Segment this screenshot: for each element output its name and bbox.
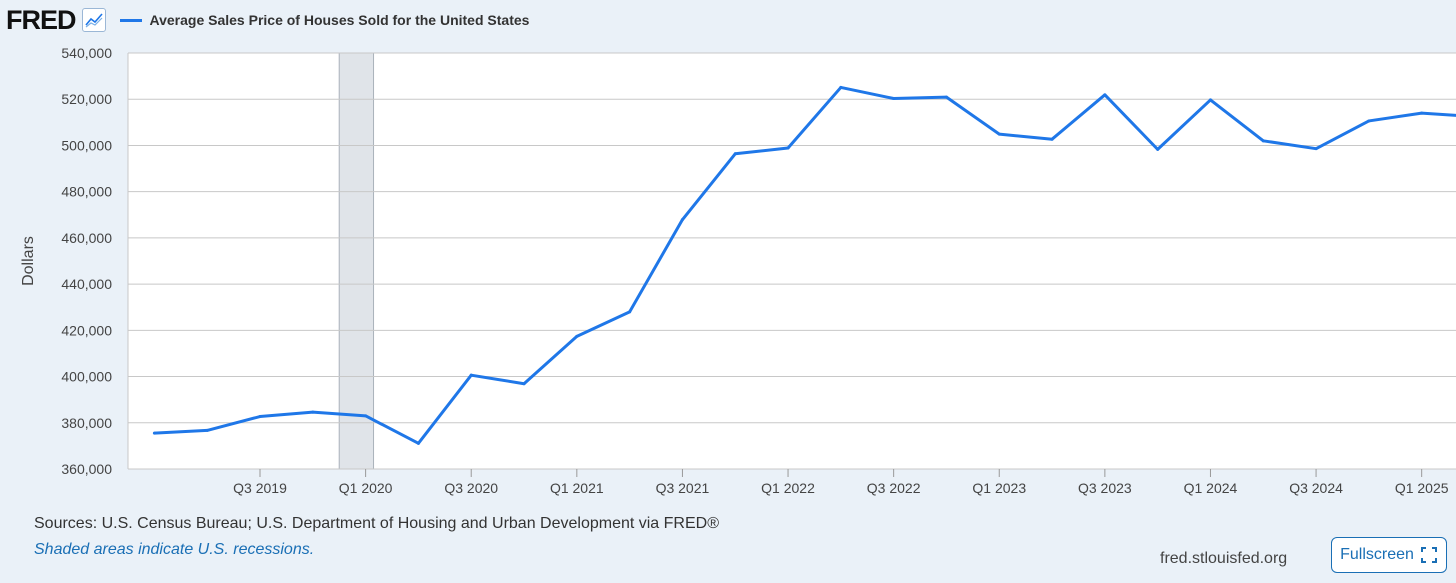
data-point[interactable] <box>522 382 526 386</box>
fullscreen-label: Fullscreen <box>1340 546 1414 563</box>
data-point[interactable] <box>469 373 473 377</box>
data-point[interactable] <box>258 415 262 419</box>
data-point[interactable] <box>416 441 420 445</box>
data-point[interactable] <box>680 218 684 222</box>
data-point[interactable] <box>839 85 843 89</box>
data-point[interactable] <box>311 410 315 414</box>
expand-icon <box>1420 547 1437 563</box>
y-tick-label: 500,000 <box>61 137 112 153</box>
line-chart-icon <box>81 8 106 32</box>
data-point[interactable] <box>205 428 209 432</box>
y-tick-label: 420,000 <box>61 322 112 338</box>
plot-background <box>128 53 1456 469</box>
x-tick-label: Q3 2023 <box>1078 480 1132 496</box>
legend-label: Average Sales Price of Houses Sold for t… <box>149 12 530 28</box>
legend-swatch <box>119 18 142 22</box>
x-tick-label: Q1 2021 <box>550 480 604 496</box>
fred-logo[interactable]: FRED <box>6 4 76 35</box>
x-tick-label: Q3 2021 <box>656 480 710 496</box>
x-tick-label: Q3 2022 <box>867 480 921 496</box>
x-tick-label: Q3 2024 <box>1289 480 1343 496</box>
data-point[interactable] <box>733 152 737 156</box>
data-point[interactable] <box>892 97 896 101</box>
data-point[interactable] <box>1367 119 1371 123</box>
data-point[interactable] <box>1050 137 1054 141</box>
recession-shade <box>339 53 374 469</box>
y-tick-label: 480,000 <box>61 184 112 200</box>
data-point[interactable] <box>152 431 156 435</box>
data-point[interactable] <box>1314 147 1318 151</box>
y-tick-label: 380,000 <box>61 415 112 431</box>
x-tick-label: Q1 2023 <box>972 480 1026 496</box>
y-tick-label: 360,000 <box>61 461 112 477</box>
y-tick-label: 540,000 <box>61 45 112 61</box>
y-tick-label: 400,000 <box>61 369 112 385</box>
x-tick-label: Q3 2019 <box>233 480 287 496</box>
data-point[interactable] <box>1208 98 1212 102</box>
data-point[interactable] <box>1261 139 1265 143</box>
x-tick-label: Q1 2020 <box>339 480 393 496</box>
data-point[interactable] <box>575 334 579 338</box>
fullscreen-button[interactable]: Fullscreen <box>1331 537 1447 573</box>
chart-header: FRED Average Sales Price of Houses Sold … <box>6 4 529 36</box>
recession-note: Shaded areas indicate U.S. recessions. <box>34 541 315 558</box>
y-tick-label: 440,000 <box>61 276 112 292</box>
x-tick-label: Q1 2022 <box>761 480 815 496</box>
x-tick-label: Q1 2025 <box>1395 480 1449 496</box>
data-point[interactable] <box>1420 111 1424 115</box>
data-point[interactable] <box>628 310 632 314</box>
data-point[interactable] <box>786 146 790 150</box>
data-point[interactable] <box>997 132 1001 136</box>
y-tick-label: 460,000 <box>61 230 112 246</box>
x-tick-label: Q1 2024 <box>1184 480 1238 496</box>
data-point[interactable] <box>364 414 368 418</box>
data-point[interactable] <box>944 95 948 99</box>
sources-text: Sources: U.S. Census Bureau; U.S. Depart… <box>34 515 719 532</box>
data-point[interactable] <box>1156 147 1160 151</box>
site-link[interactable]: fred.stlouisfed.org <box>1160 550 1288 567</box>
chart: 360,000 380,000 400,000 420,000 440,000 460,0… <box>20 45 1456 496</box>
y-tick-label: 520,000 <box>61 91 112 107</box>
data-point[interactable] <box>1103 93 1107 97</box>
x-tick-label: Q3 2020 <box>444 480 498 496</box>
y-axis-title: Dollars <box>20 236 37 286</box>
